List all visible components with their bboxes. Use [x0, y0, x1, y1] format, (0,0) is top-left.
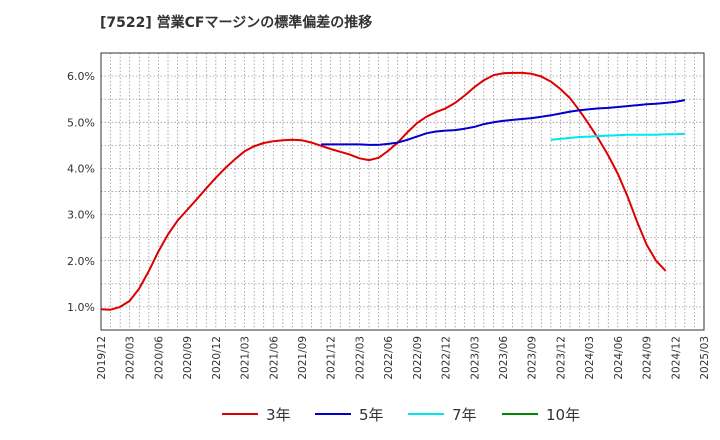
x-tick-label: 2022/09 — [412, 336, 424, 380]
x-tick-label: 2020/03 — [125, 336, 137, 380]
x-tick-label: 2021/06 — [268, 336, 280, 380]
legend-item-10y: 10年 — [502, 400, 580, 428]
x-tick-label: 2023/03 — [469, 336, 481, 380]
x-tick-label: 2022/12 — [441, 336, 453, 380]
legend: 3年 5年 7年 10年 — [0, 400, 720, 428]
x-tick-label: 2024/03 — [584, 336, 596, 380]
y-tick-label: 6.0% — [67, 70, 95, 83]
x-tick-label: 2021/09 — [297, 336, 309, 380]
legend-item-7y: 7年 — [408, 400, 477, 428]
x-tick-label: 2025/03 — [699, 336, 711, 380]
legend-label-10y: 10年 — [546, 405, 581, 424]
legend-label-3y: 3年 — [266, 405, 291, 424]
x-tick-label: 2023/06 — [498, 336, 510, 380]
legend-item-5y: 5年 — [315, 400, 384, 428]
y-tick-label: 4.0% — [67, 162, 95, 175]
y-tick-label: 5.0% — [67, 116, 95, 129]
x-tick-label: 2022/03 — [354, 336, 366, 380]
x-tick-label: 2023/09 — [527, 336, 539, 380]
x-tick-label: 2020/06 — [153, 336, 165, 380]
x-tick-label: 2023/12 — [555, 336, 567, 380]
x-tick-label: 2021/12 — [326, 336, 338, 380]
series-line-3y — [100, 71, 667, 311]
legend-swatch-5y — [315, 413, 351, 415]
y-tick-label: 1.0% — [67, 301, 95, 314]
x-tick-label: 2022/06 — [383, 336, 395, 380]
x-tick-label: 2024/12 — [670, 336, 682, 380]
series-line-7y — [550, 132, 685, 141]
plot-border — [100, 52, 705, 331]
y-tick-label: 2.0% — [67, 255, 95, 268]
legend-label-5y: 5年 — [359, 405, 384, 424]
legend-label-7y: 7年 — [452, 405, 477, 424]
legend-swatch-10y — [502, 413, 538, 415]
x-tick-label: 2024/06 — [613, 336, 625, 380]
legend-swatch-3y — [222, 413, 258, 415]
series-line-5y — [321, 99, 686, 146]
legend-swatch-7y — [408, 413, 444, 415]
x-tick-label: 2020/12 — [211, 336, 223, 380]
y-tick-label: 3.0% — [67, 209, 95, 222]
x-tick-label: 2020/09 — [182, 336, 194, 380]
legend-item-3y: 3年 — [222, 400, 291, 428]
x-tick-label: 2024/09 — [642, 336, 654, 380]
chart-title: [7522] 営業CFマージンの標準偏差の推移 — [100, 15, 373, 31]
x-tick-label: 2021/03 — [240, 336, 252, 380]
x-tick-label: 2019/12 — [96, 336, 108, 380]
